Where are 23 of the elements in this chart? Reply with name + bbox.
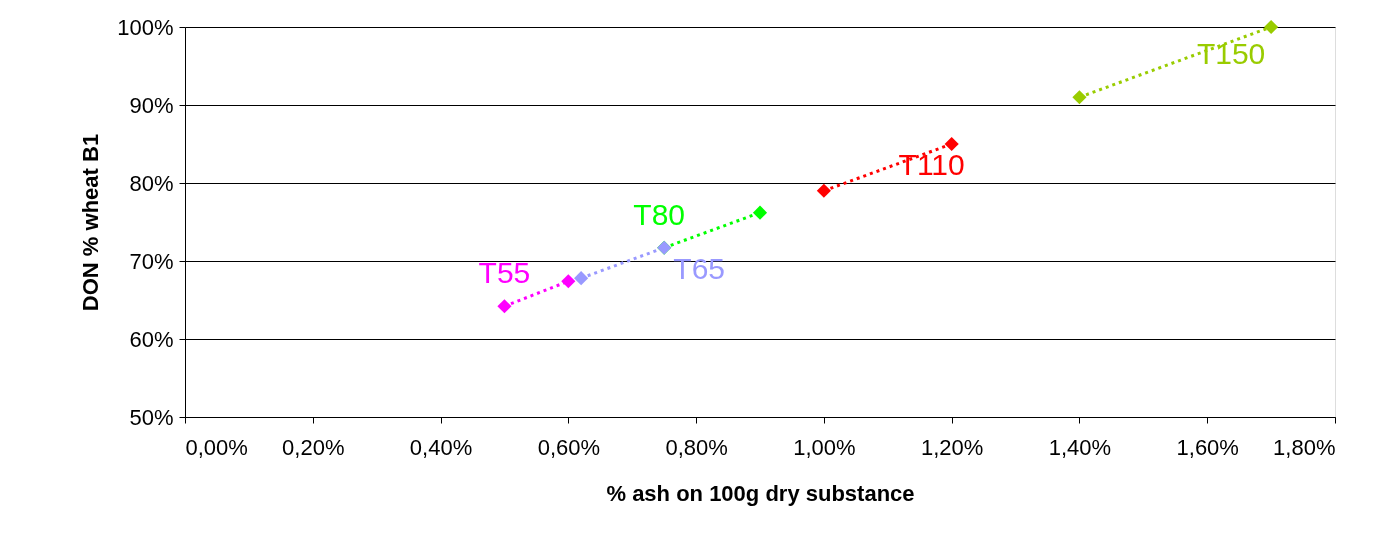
y-tick-label: 100% <box>117 14 174 40</box>
x-tick-label: 0,80% <box>665 434 728 460</box>
x-tick-label: 0,40% <box>409 434 473 460</box>
x-axis-title: % ash on 100g dry substance <box>606 480 915 506</box>
series-label: T55 <box>478 256 531 290</box>
series-label: T110 <box>898 148 965 181</box>
x-tick-label: 0,60% <box>537 434 601 460</box>
x-tick-label: 1,20% <box>920 434 984 460</box>
x-tick-label: 1,80% <box>1273 434 1336 460</box>
x-tick-label: 0,00% <box>185 434 248 460</box>
series-label: T150 <box>1196 37 1266 70</box>
y-tick-label: 90% <box>129 92 174 118</box>
series-label: T65 <box>673 251 726 285</box>
y-axis-title: DON % wheat B1 <box>78 133 104 312</box>
y-tick-label: 60% <box>129 326 174 352</box>
x-tick-label: 1,60% <box>1176 434 1239 460</box>
y-tick-label: 50% <box>129 404 174 430</box>
y-tick-label: 70% <box>129 248 174 274</box>
y-tick-label: 80% <box>129 170 174 196</box>
x-tick-label: 1,00% <box>793 434 856 460</box>
x-tick-label: 0,20% <box>282 434 345 460</box>
x-tick-label: 1,40% <box>1048 434 1112 460</box>
series-label: T80 <box>633 197 686 231</box>
